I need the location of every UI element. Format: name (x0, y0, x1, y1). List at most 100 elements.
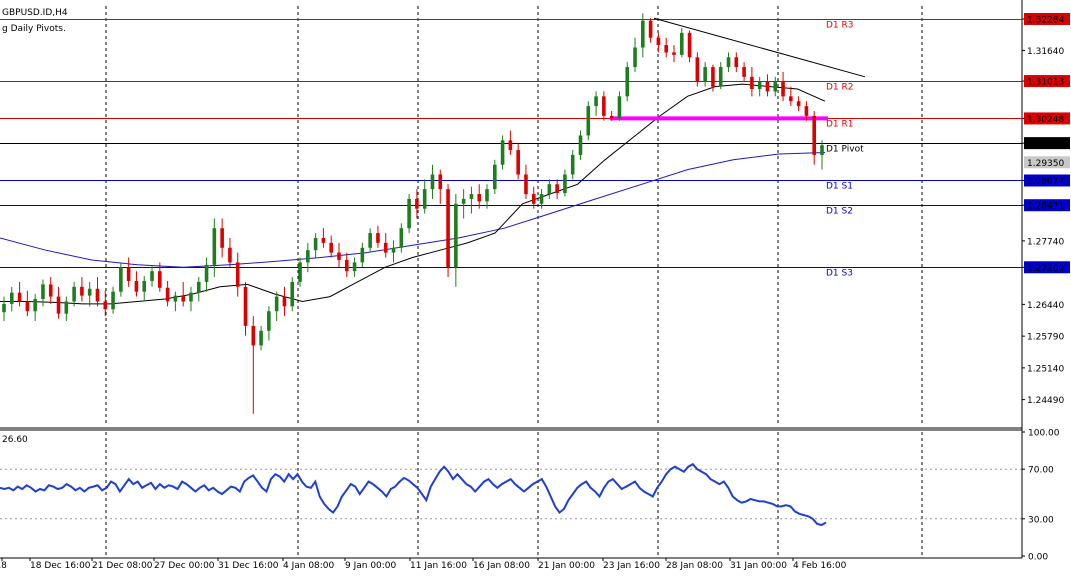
candle (594, 91, 598, 116)
candle-body (220, 228, 224, 248)
candle-body (617, 96, 622, 119)
pivot-label: D1 S3 (826, 269, 853, 279)
time-tick-label: 16 Jan 08:00 (473, 561, 530, 571)
candle-body (142, 280, 147, 292)
candle (337, 242, 341, 268)
candle (781, 71, 785, 102)
candle-body (80, 286, 84, 296)
candle-body (609, 115, 614, 119)
price-tag-label: 1.27200 (1027, 264, 1064, 274)
candle-body (672, 52, 676, 55)
time-tick-label: 31 Dec 16:00 (218, 561, 279, 571)
time-tick-label: 4 Feb 16:00 (793, 561, 847, 571)
time-tick-label: 31 Jan 00:00 (730, 561, 787, 571)
candle-body (391, 247, 396, 253)
candle-body (150, 271, 154, 281)
time-tick-label: 4 Jan 08:00 (283, 561, 335, 571)
price-tag (1024, 199, 1070, 212)
candle-body (196, 281, 201, 293)
candle (344, 252, 349, 278)
time-tick-label: 18 Dec 16:00 (30, 561, 91, 571)
candle-body (274, 296, 279, 312)
pivot-label: D1 R2 (826, 83, 854, 93)
time-tick-label: 11 Jan 16:00 (410, 561, 467, 571)
candle (165, 280, 170, 307)
candle-body (430, 174, 435, 190)
candle (25, 290, 30, 317)
indicator-title: g Daily Pivots. (2, 24, 66, 34)
candle-body (500, 140, 505, 165)
candle (80, 277, 84, 302)
candle-body (165, 287, 170, 302)
candle (368, 228, 372, 253)
pivot-label: D1 R1 (826, 120, 854, 130)
candle (430, 164, 435, 199)
rsi-value: 26.60 (2, 435, 28, 445)
rsi-tick-label: 0.00 (1028, 553, 1048, 563)
candle-body (695, 57, 700, 82)
candle-body (687, 32, 692, 58)
candle-body (789, 96, 793, 102)
candle (563, 169, 567, 197)
candle-body (757, 81, 762, 90)
candle (539, 189, 544, 209)
candle (204, 257, 209, 292)
candle-body (290, 281, 295, 307)
time-tick-label: 9 Jan 00:00 (345, 561, 397, 571)
candle (228, 237, 232, 268)
candle-body (594, 96, 598, 107)
candle-body (539, 194, 544, 204)
candle (9, 286, 14, 312)
candle-body (531, 194, 536, 204)
candle (703, 62, 707, 87)
price-tick-label: 1.31640 (1027, 47, 1064, 57)
candle-body (321, 237, 326, 243)
candle (718, 62, 723, 90)
candle (111, 286, 115, 314)
candle-body (750, 76, 754, 90)
candle-body (773, 81, 778, 92)
candle-body (508, 140, 513, 151)
candle-body (446, 189, 450, 268)
price-tag (1024, 261, 1070, 274)
candle (679, 27, 684, 58)
candle-body (469, 194, 474, 199)
candle (524, 164, 528, 199)
time-tick-label: 21 Jan 00:00 (538, 561, 595, 571)
candle-body (181, 295, 185, 302)
candle (485, 184, 489, 209)
candle (220, 218, 224, 258)
rsi-pane: 100.00 70.00 30.00 0.00 (0, 429, 1060, 563)
candle (672, 45, 676, 63)
candle-body (485, 189, 489, 202)
candle-body (228, 247, 232, 263)
candle (734, 52, 739, 72)
price-tag (1024, 75, 1070, 88)
candle-body (586, 106, 591, 136)
candle-body (48, 284, 53, 297)
candle (407, 194, 411, 234)
candle-body (726, 57, 731, 68)
candle-body (399, 228, 404, 248)
pivot-label: D1 R3 (826, 21, 854, 31)
candle-body (602, 96, 606, 116)
pivot-lines: D1 R3 D1 R2 D1 R1 D1 Pivot D1 S1 D1 S2 D1 S3 (0, 19, 1022, 279)
candle-body (2, 303, 6, 313)
candle-body (158, 271, 162, 288)
candle (641, 13, 645, 58)
candle (290, 277, 295, 312)
candle-body (87, 288, 92, 296)
candle (313, 233, 318, 258)
candle (274, 291, 279, 321)
trendline (653, 17, 866, 78)
candle (500, 135, 505, 170)
candle (352, 257, 357, 278)
candle-body (25, 301, 30, 312)
candle (235, 252, 240, 297)
price-tag (1024, 112, 1070, 125)
candle-body (41, 284, 45, 300)
candle (820, 140, 824, 170)
candle-body (119, 267, 123, 292)
